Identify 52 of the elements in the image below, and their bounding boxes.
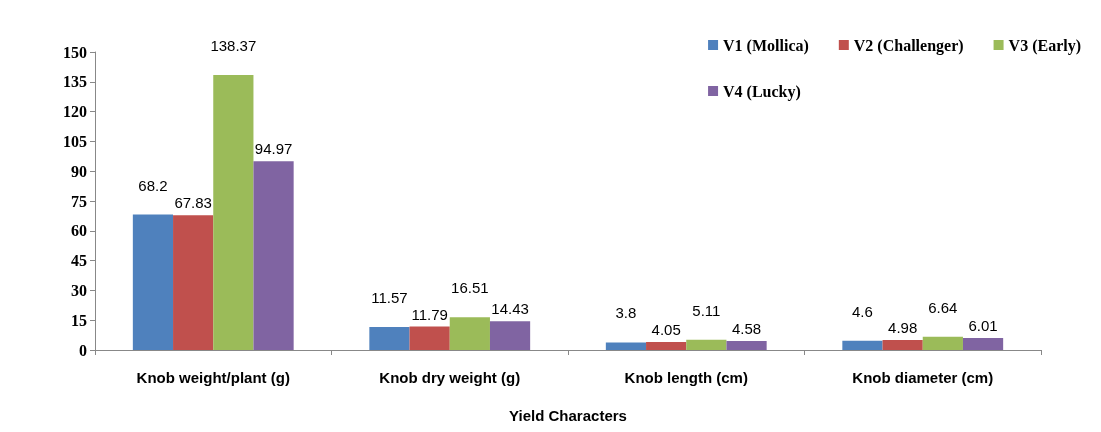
y-tick-label: 150 xyxy=(63,43,87,61)
data-label: 6.01 xyxy=(968,317,998,335)
bar xyxy=(173,215,214,350)
bar xyxy=(646,341,687,350)
bar xyxy=(922,336,963,350)
bar xyxy=(132,214,174,350)
data-label: 3.8 xyxy=(615,304,637,322)
data-label: 6.64 xyxy=(928,298,958,316)
y-tick-label: 0 xyxy=(79,341,87,359)
x-tick-label: Knob diameter (cm) xyxy=(852,369,994,386)
data-label: 5.11 xyxy=(692,301,721,319)
data-label: 67.83 xyxy=(174,194,212,212)
legend-label: V2 (Challenger) xyxy=(853,36,964,55)
bar xyxy=(489,321,531,350)
y-tick-label: 45 xyxy=(71,252,87,270)
y-tick-label: 30 xyxy=(71,281,87,299)
x-tick-label: Knob dry weight (g) xyxy=(379,369,521,386)
y-tick-label: 90 xyxy=(71,162,87,180)
bar xyxy=(213,75,254,350)
data-label: 11.79 xyxy=(411,305,448,323)
data-label: 4.98 xyxy=(888,319,918,337)
legend-label: V4 (Lucky) xyxy=(723,82,801,101)
legend-label: V1 (Mollica) xyxy=(723,36,809,55)
bar xyxy=(962,338,1004,350)
x-tick-label: Knob length (cm) xyxy=(624,369,748,386)
x-axis-title: Yield Characters xyxy=(509,407,627,424)
y-tick-label: 75 xyxy=(71,192,87,210)
y-tick-label: 60 xyxy=(71,222,87,240)
y-tick-label: 105 xyxy=(63,132,87,150)
data-label: 4.6 xyxy=(852,302,873,320)
data-label: 14.43 xyxy=(491,300,529,318)
bar xyxy=(449,317,490,350)
data-label: 94.97 xyxy=(254,140,293,158)
data-label: 16.51 xyxy=(451,279,489,297)
data-label: 4.05 xyxy=(651,320,681,338)
bar xyxy=(882,340,923,350)
data-label: 68.2 xyxy=(138,176,168,194)
y-tick-label: 135 xyxy=(63,73,87,91)
bar xyxy=(686,339,727,350)
y-tick-label: 15 xyxy=(71,311,87,329)
bar xyxy=(409,326,450,350)
data-label: 4.58 xyxy=(731,319,762,337)
bar xyxy=(253,161,294,350)
bar xyxy=(842,340,883,350)
bar xyxy=(605,342,647,350)
data-label: 138.37 xyxy=(210,37,257,55)
x-tick-label: Knob weight/plant (g) xyxy=(136,369,290,386)
bar xyxy=(726,340,767,350)
y-tick-label: 120 xyxy=(63,103,87,121)
data-label: 11.57 xyxy=(371,289,408,307)
legend-label: V3 (Early) xyxy=(1008,36,1082,55)
bar xyxy=(369,327,410,350)
